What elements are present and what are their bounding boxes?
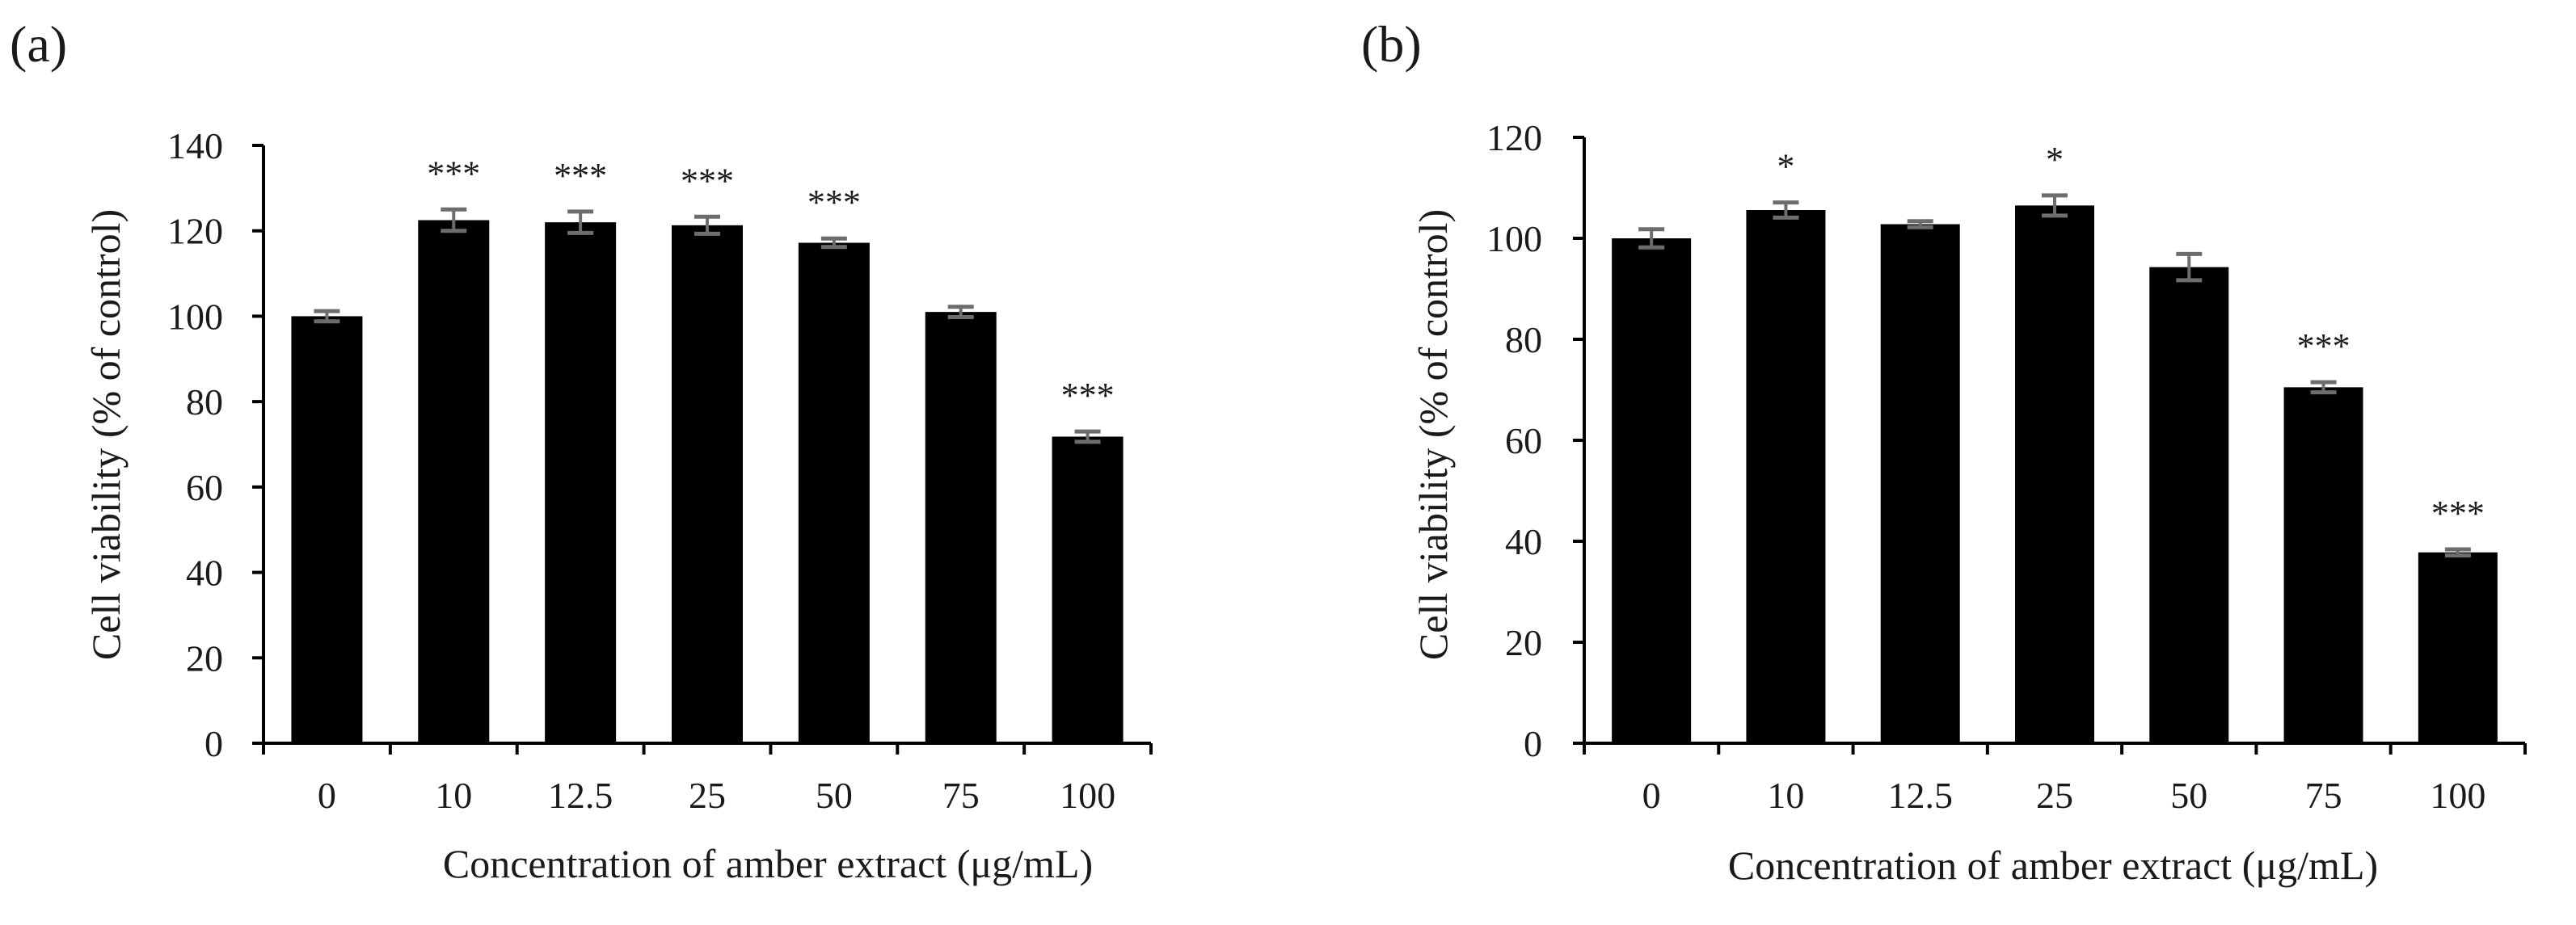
x-tick-label-a: 75 [942, 775, 980, 816]
y-tick-label-a: 140 [167, 125, 223, 166]
bar-b [2418, 552, 2498, 743]
x-tick-label-b: 25 [2036, 775, 2073, 816]
bar-a [545, 222, 617, 744]
y-tick-label-a: 0 [204, 723, 223, 764]
bar-b [2149, 267, 2229, 743]
y-tick-label-a: 120 [167, 211, 223, 252]
y-tick-label-a: 40 [186, 553, 223, 594]
x-tick-label-b: 10 [1767, 775, 1804, 816]
significance-mark-b: *** [2431, 494, 2485, 533]
x-axis-title-a: Concentration of amber extract (μg/mL) [443, 841, 1093, 886]
bar-a [798, 242, 870, 743]
x-tick-label-b: 100 [2430, 775, 2485, 816]
x-tick-label-a: 10 [435, 775, 472, 816]
plot-area-b: 0 20 40 60 80 100 120 0 10 * 12.5 25 * 50 75 *** 100 *** [1486, 117, 2527, 816]
y-tick-label-a: 20 [186, 637, 223, 679]
y-axis-title-a: Cell viability (% of control) [83, 209, 129, 660]
bar-a [418, 220, 490, 743]
bar-a [1052, 436, 1124, 743]
x-tick-label-a: 50 [816, 775, 853, 816]
panel-label-a: (a) [10, 15, 67, 73]
y-axis-title-b: Cell viability (% of control) [1410, 209, 1456, 660]
y-tick-label-b: 100 [1486, 218, 1542, 259]
bar-b [1746, 210, 1826, 743]
significance-mark-a: *** [427, 153, 480, 193]
x-tick-label-b: 75 [2305, 775, 2342, 816]
panel-label-b: (b) [1361, 15, 1422, 73]
x-tick-label-a: 0 [318, 775, 336, 816]
significance-mark-a: *** [554, 156, 607, 196]
significance-mark-b: * [1777, 147, 1794, 187]
bar-b [1612, 238, 1692, 743]
y-tick-label-b: 60 [1505, 420, 1542, 461]
bar-a [925, 312, 997, 744]
x-tick-label-a: 100 [1060, 775, 1115, 816]
y-tick-label-a: 60 [186, 467, 223, 508]
y-tick-label-b: 0 [1524, 723, 1542, 764]
plot-area-a: 0 20 40 60 80 100 120 140 0 10 *** 12.5 *** 25 *** 50 **… [167, 125, 1153, 816]
x-tick-label-b: 12.5 [1887, 775, 1953, 816]
significance-mark-b: * [2046, 140, 2064, 179]
significance-mark-a: *** [807, 183, 861, 222]
significance-mark-a: *** [681, 161, 734, 200]
x-tick-label-b: 0 [1642, 775, 1661, 816]
chart-panel-a: (a) Cell viability (% of control) Concen… [10, 15, 1153, 886]
bar-a [672, 225, 743, 743]
y-tick-label-b: 40 [1505, 521, 1542, 562]
x-tick-label-b: 50 [2170, 775, 2207, 816]
y-tick-label-b: 20 [1505, 622, 1542, 663]
chart-panel-b: (b) Cell viability (% of control) Concen… [1361, 15, 2527, 888]
y-tick-label-a: 80 [186, 381, 223, 423]
y-tick-label-b: 120 [1486, 117, 1542, 158]
bar-a [291, 316, 363, 743]
significance-mark-b: *** [2297, 326, 2350, 366]
bar-b [1880, 224, 1960, 743]
y-tick-label-b: 80 [1505, 319, 1542, 360]
x-tick-label-a: 25 [689, 775, 726, 816]
y-tick-label-a: 100 [167, 296, 223, 337]
x-axis-title-b: Concentration of amber extract (μg/mL) [1728, 843, 2378, 888]
bar-b [2015, 205, 2094, 743]
significance-mark-a: *** [1061, 376, 1115, 415]
bar-b [2283, 387, 2363, 743]
x-tick-label-a: 12.5 [548, 775, 613, 816]
